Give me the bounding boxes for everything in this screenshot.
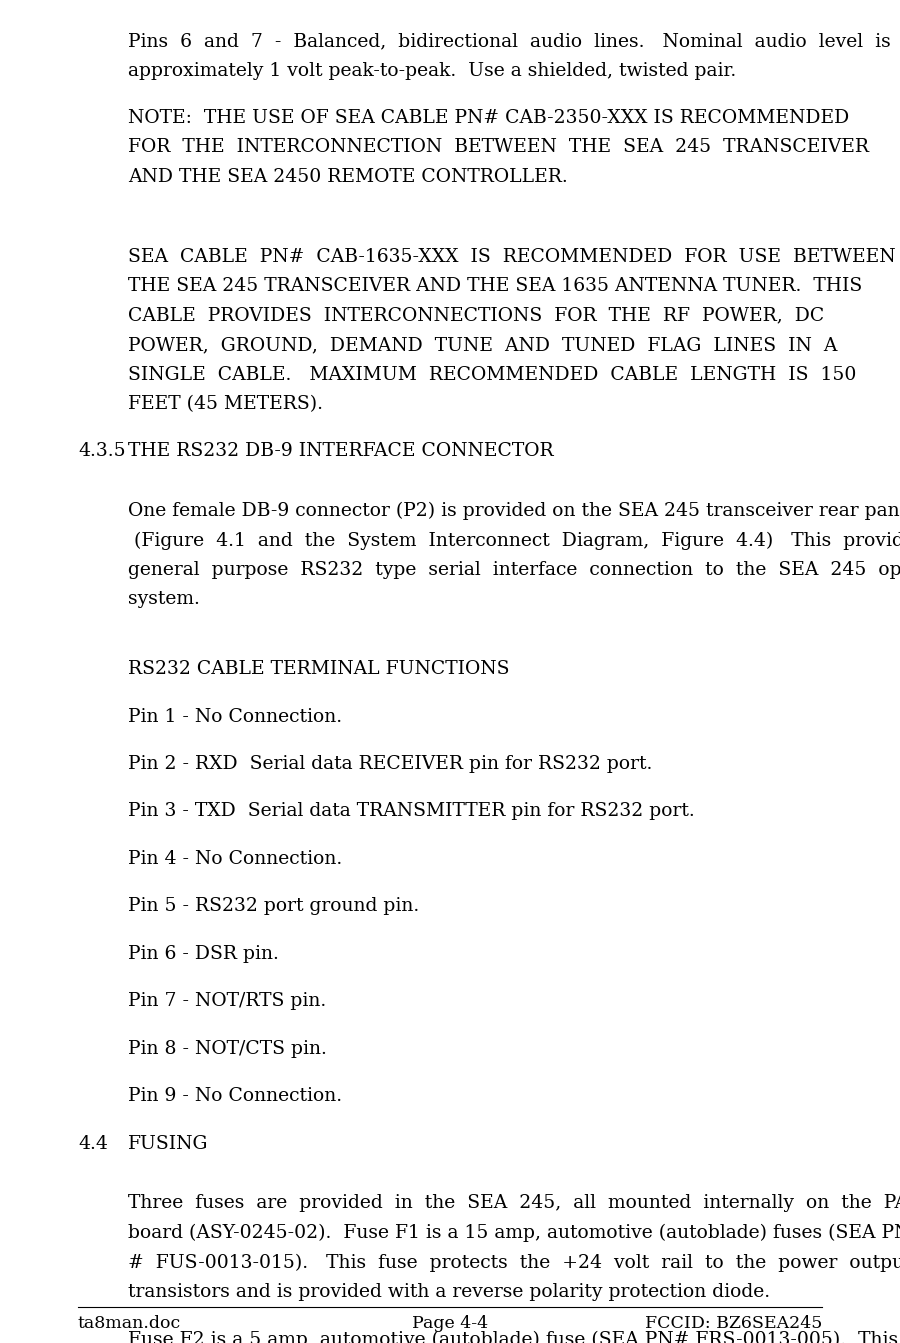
- Text: Pin 7 - NOT/RTS pin.: Pin 7 - NOT/RTS pin.: [128, 992, 326, 1010]
- Text: ta8man.doc: ta8man.doc: [78, 1315, 181, 1332]
- Text: CABLE  PROVIDES  INTERCONNECTIONS  FOR  THE  RF  POWER,  DC: CABLE PROVIDES INTERCONNECTIONS FOR THE …: [128, 306, 824, 325]
- Text: SEA  CABLE  PN#  CAB-1635-XXX  IS  RECOMMENDED  FOR  USE  BETWEEN: SEA CABLE PN# CAB-1635-XXX IS RECOMMENDE…: [128, 247, 895, 266]
- Text: FOR  THE  INTERCONNECTION  BETWEEN  THE  SEA  245  TRANSCEIVER: FOR THE INTERCONNECTION BETWEEN THE SEA …: [128, 138, 869, 157]
- Text: Pin 2 - RXD  Serial data RECEIVER pin for RS232 port.: Pin 2 - RXD Serial data RECEIVER pin for…: [128, 755, 652, 774]
- Text: approximately 1 volt peak-to-peak.  Use a shielded, twisted pair.: approximately 1 volt peak-to-peak. Use a…: [128, 62, 736, 79]
- Text: FEET (45 METERS).: FEET (45 METERS).: [128, 395, 323, 414]
- Text: 4.3.5: 4.3.5: [78, 442, 126, 461]
- Text: Pins  6  and  7  -  Balanced,  bidirectional  audio  lines.   Nominal  audio  le: Pins 6 and 7 - Balanced, bidirectional a…: [128, 32, 891, 50]
- Text: Pin 8 - NOT/CTS pin.: Pin 8 - NOT/CTS pin.: [128, 1039, 327, 1058]
- Text: AND THE SEA 2450 REMOTE CONTROLLER.: AND THE SEA 2450 REMOTE CONTROLLER.: [128, 168, 568, 185]
- Text: POWER,  GROUND,  DEMAND  TUNE  AND  TUNED  FLAG  LINES  IN  A: POWER, GROUND, DEMAND TUNE AND TUNED FLA…: [128, 336, 837, 355]
- Text: general  purpose  RS232  type  serial  interface  connection  to  the  SEA  245 : general purpose RS232 type serial interf…: [128, 561, 900, 579]
- Text: board (ASY-0245-02).  Fuse F1 is a 15 amp, automotive (autoblade) fuses (SEA PN: board (ASY-0245-02). Fuse F1 is a 15 amp…: [128, 1223, 900, 1242]
- Text: 4.4: 4.4: [78, 1135, 108, 1154]
- Text: (Figure  4.1  and  the  System  Interconnect  Diagram,  Figure  4.4)   This  pro: (Figure 4.1 and the System Interconnect …: [128, 532, 900, 549]
- Text: Pin 4 - No Connection.: Pin 4 - No Connection.: [128, 850, 342, 868]
- Text: Pin 1 - No Connection.: Pin 1 - No Connection.: [128, 708, 342, 725]
- Text: NOTE:  THE USE OF SEA CABLE PN# CAB-2350-XXX IS RECOMMENDED: NOTE: THE USE OF SEA CABLE PN# CAB-2350-…: [128, 109, 850, 128]
- Text: Three  fuses  are  provided  in  the  SEA  245,  all  mounted  internally  on  t: Three fuses are provided in the SEA 245,…: [128, 1194, 900, 1213]
- Text: THE RS232 DB-9 INTERFACE CONNECTOR: THE RS232 DB-9 INTERFACE CONNECTOR: [128, 442, 554, 461]
- Text: RS232 CABLE TERMINAL FUNCTIONS: RS232 CABLE TERMINAL FUNCTIONS: [128, 659, 509, 678]
- Text: Fuse F2 is a 5 amp, automotive (autoblade) fuse (SEA PN# FRS-0013-005).  This: Fuse F2 is a 5 amp, automotive (autoblad…: [128, 1331, 898, 1343]
- Text: Pin 3 - TXD  Serial data TRANSMITTER pin for RS232 port.: Pin 3 - TXD Serial data TRANSMITTER pin …: [128, 803, 695, 821]
- Text: transistors and is provided with a reverse polarity protection diode.: transistors and is provided with a rever…: [128, 1283, 770, 1301]
- Text: FUSING: FUSING: [128, 1135, 209, 1154]
- Text: system.: system.: [128, 591, 200, 608]
- Text: FCCID: BZ6SEA245: FCCID: BZ6SEA245: [644, 1315, 822, 1332]
- Text: One female DB-9 connector (P2) is provided on the SEA 245 transceiver rear panel: One female DB-9 connector (P2) is provid…: [128, 502, 900, 520]
- Text: Page 4-4: Page 4-4: [412, 1315, 488, 1332]
- Text: THE SEA 245 TRANSCEIVER AND THE SEA 1635 ANTENNA TUNER.  THIS: THE SEA 245 TRANSCEIVER AND THE SEA 1635…: [128, 277, 862, 295]
- Text: Pin 5 - RS232 port ground pin.: Pin 5 - RS232 port ground pin.: [128, 897, 419, 916]
- Text: Pin 6 - DSR pin.: Pin 6 - DSR pin.: [128, 945, 279, 963]
- Text: Pin 9 - No Connection.: Pin 9 - No Connection.: [128, 1088, 342, 1105]
- Text: SINGLE  CABLE.   MAXIMUM  RECOMMENDED  CABLE  LENGTH  IS  150: SINGLE CABLE. MAXIMUM RECOMMENDED CABLE …: [128, 365, 857, 384]
- Text: #  FUS-0013-015).   This  fuse  protects  the  +24  volt  rail  to  the  power  : # FUS-0013-015). This fuse protects the …: [128, 1253, 900, 1272]
